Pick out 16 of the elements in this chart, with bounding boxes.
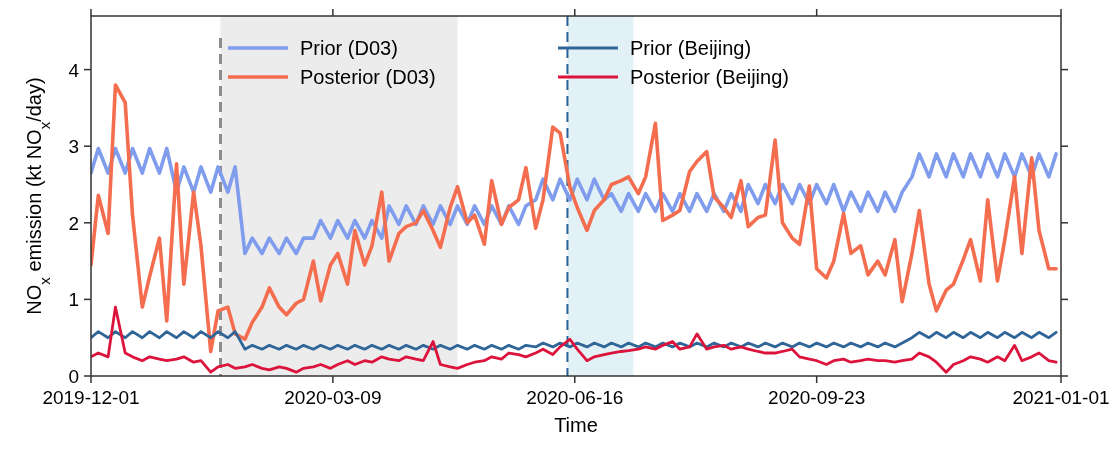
y-tick-label: 3	[68, 136, 79, 158]
legend-label: Posterior (D03)	[300, 66, 436, 88]
legend-label: Prior (D03)	[300, 37, 398, 59]
y-tick-label: 0	[68, 366, 79, 387]
x-tick-label: 2020-03-09	[284, 387, 382, 408]
x-tick-label: 2019-12-01	[42, 387, 140, 408]
y-tick-label: 2	[68, 212, 79, 234]
y-tick-label: 4	[68, 59, 80, 81]
x-axis-title: Time	[554, 414, 598, 436]
legend-label: Posterior (Beijing)	[630, 66, 789, 88]
x-tick-label: 2020-09-23	[768, 387, 866, 408]
line-series	[91, 305, 1058, 374]
legend-label: Prior (Beijing)	[630, 37, 752, 59]
x-tick-label: 2021-01-01	[1012, 387, 1110, 408]
x-tick-label: 2020-06-16	[526, 387, 624, 408]
y-tick-label: 1	[68, 289, 79, 311]
